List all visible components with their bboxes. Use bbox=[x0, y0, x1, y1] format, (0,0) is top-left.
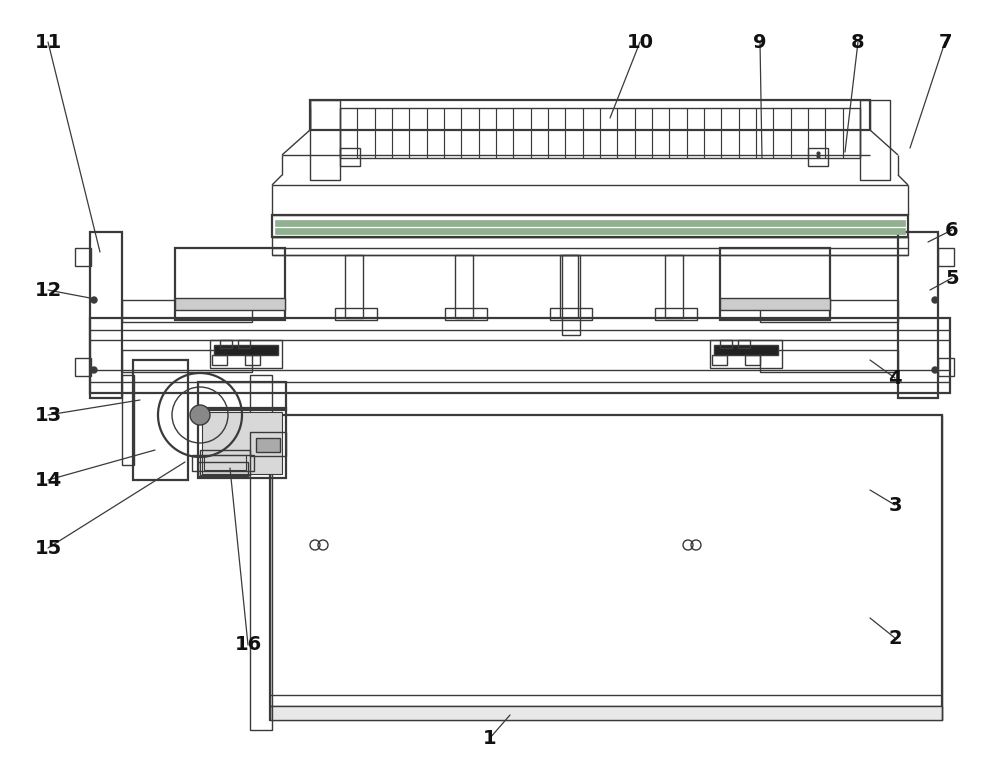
Bar bbox=[710, 340, 782, 368]
Bar bbox=[204, 455, 246, 470]
Bar bbox=[760, 300, 898, 322]
Text: 15: 15 bbox=[34, 538, 62, 558]
Text: 11: 11 bbox=[34, 33, 62, 51]
Bar bbox=[122, 375, 134, 465]
Circle shape bbox=[932, 367, 938, 373]
Bar bbox=[562, 255, 580, 335]
Bar bbox=[898, 232, 938, 398]
Bar bbox=[860, 100, 890, 180]
Bar bbox=[212, 355, 227, 365]
Bar bbox=[340, 108, 860, 158]
Bar bbox=[238, 340, 250, 348]
Bar bbox=[310, 100, 870, 130]
Bar bbox=[550, 308, 592, 320]
Bar bbox=[245, 355, 260, 365]
Circle shape bbox=[91, 297, 97, 303]
Bar bbox=[270, 415, 942, 720]
Text: 7: 7 bbox=[938, 33, 952, 51]
Bar bbox=[560, 255, 578, 318]
Circle shape bbox=[190, 405, 210, 425]
Text: 2: 2 bbox=[888, 629, 902, 647]
Bar bbox=[445, 308, 487, 320]
Bar bbox=[720, 248, 830, 320]
Text: 1: 1 bbox=[483, 728, 497, 748]
Circle shape bbox=[91, 367, 97, 373]
Bar bbox=[938, 248, 954, 266]
Bar bbox=[122, 350, 252, 372]
Bar bbox=[345, 255, 363, 318]
Bar bbox=[198, 408, 286, 478]
Bar bbox=[210, 340, 282, 368]
Bar bbox=[720, 340, 732, 348]
Text: 16: 16 bbox=[234, 636, 262, 654]
Bar bbox=[220, 340, 232, 348]
Text: 5: 5 bbox=[945, 269, 959, 287]
Bar bbox=[198, 382, 286, 410]
Bar bbox=[665, 255, 683, 318]
Bar bbox=[738, 340, 750, 348]
Text: 6: 6 bbox=[945, 220, 959, 239]
Bar bbox=[760, 350, 898, 372]
Text: 12: 12 bbox=[34, 280, 62, 299]
Bar bbox=[250, 432, 286, 456]
Bar bbox=[175, 248, 285, 320]
Bar bbox=[455, 255, 473, 318]
Bar bbox=[272, 237, 908, 255]
Bar bbox=[250, 375, 272, 730]
Bar bbox=[745, 355, 760, 365]
Bar bbox=[938, 358, 954, 376]
Text: 8: 8 bbox=[851, 33, 865, 51]
Bar bbox=[75, 248, 91, 266]
Bar bbox=[655, 308, 697, 320]
Bar bbox=[275, 220, 905, 226]
Bar bbox=[340, 148, 360, 166]
Text: 3: 3 bbox=[888, 495, 902, 514]
Bar bbox=[712, 355, 727, 365]
Bar bbox=[175, 298, 285, 310]
Text: 4: 4 bbox=[888, 368, 902, 387]
Text: 9: 9 bbox=[753, 33, 767, 51]
Text: 14: 14 bbox=[34, 471, 62, 489]
Bar bbox=[200, 450, 250, 475]
Bar bbox=[720, 298, 830, 310]
Bar bbox=[90, 232, 122, 398]
Bar bbox=[202, 412, 282, 474]
Bar bbox=[272, 215, 908, 237]
Bar bbox=[335, 308, 377, 320]
Text: 10: 10 bbox=[626, 33, 654, 51]
Circle shape bbox=[932, 297, 938, 303]
Bar bbox=[133, 360, 188, 480]
Bar bbox=[122, 300, 252, 322]
Bar bbox=[275, 228, 905, 234]
Bar bbox=[90, 318, 950, 393]
Bar bbox=[198, 462, 248, 476]
Bar bbox=[310, 100, 340, 180]
Bar bbox=[75, 358, 91, 376]
Bar bbox=[192, 455, 254, 471]
Bar bbox=[714, 345, 778, 355]
Bar bbox=[270, 706, 942, 720]
Bar bbox=[808, 148, 828, 166]
Bar bbox=[256, 438, 280, 452]
Text: 13: 13 bbox=[34, 406, 62, 425]
Bar bbox=[214, 345, 278, 355]
